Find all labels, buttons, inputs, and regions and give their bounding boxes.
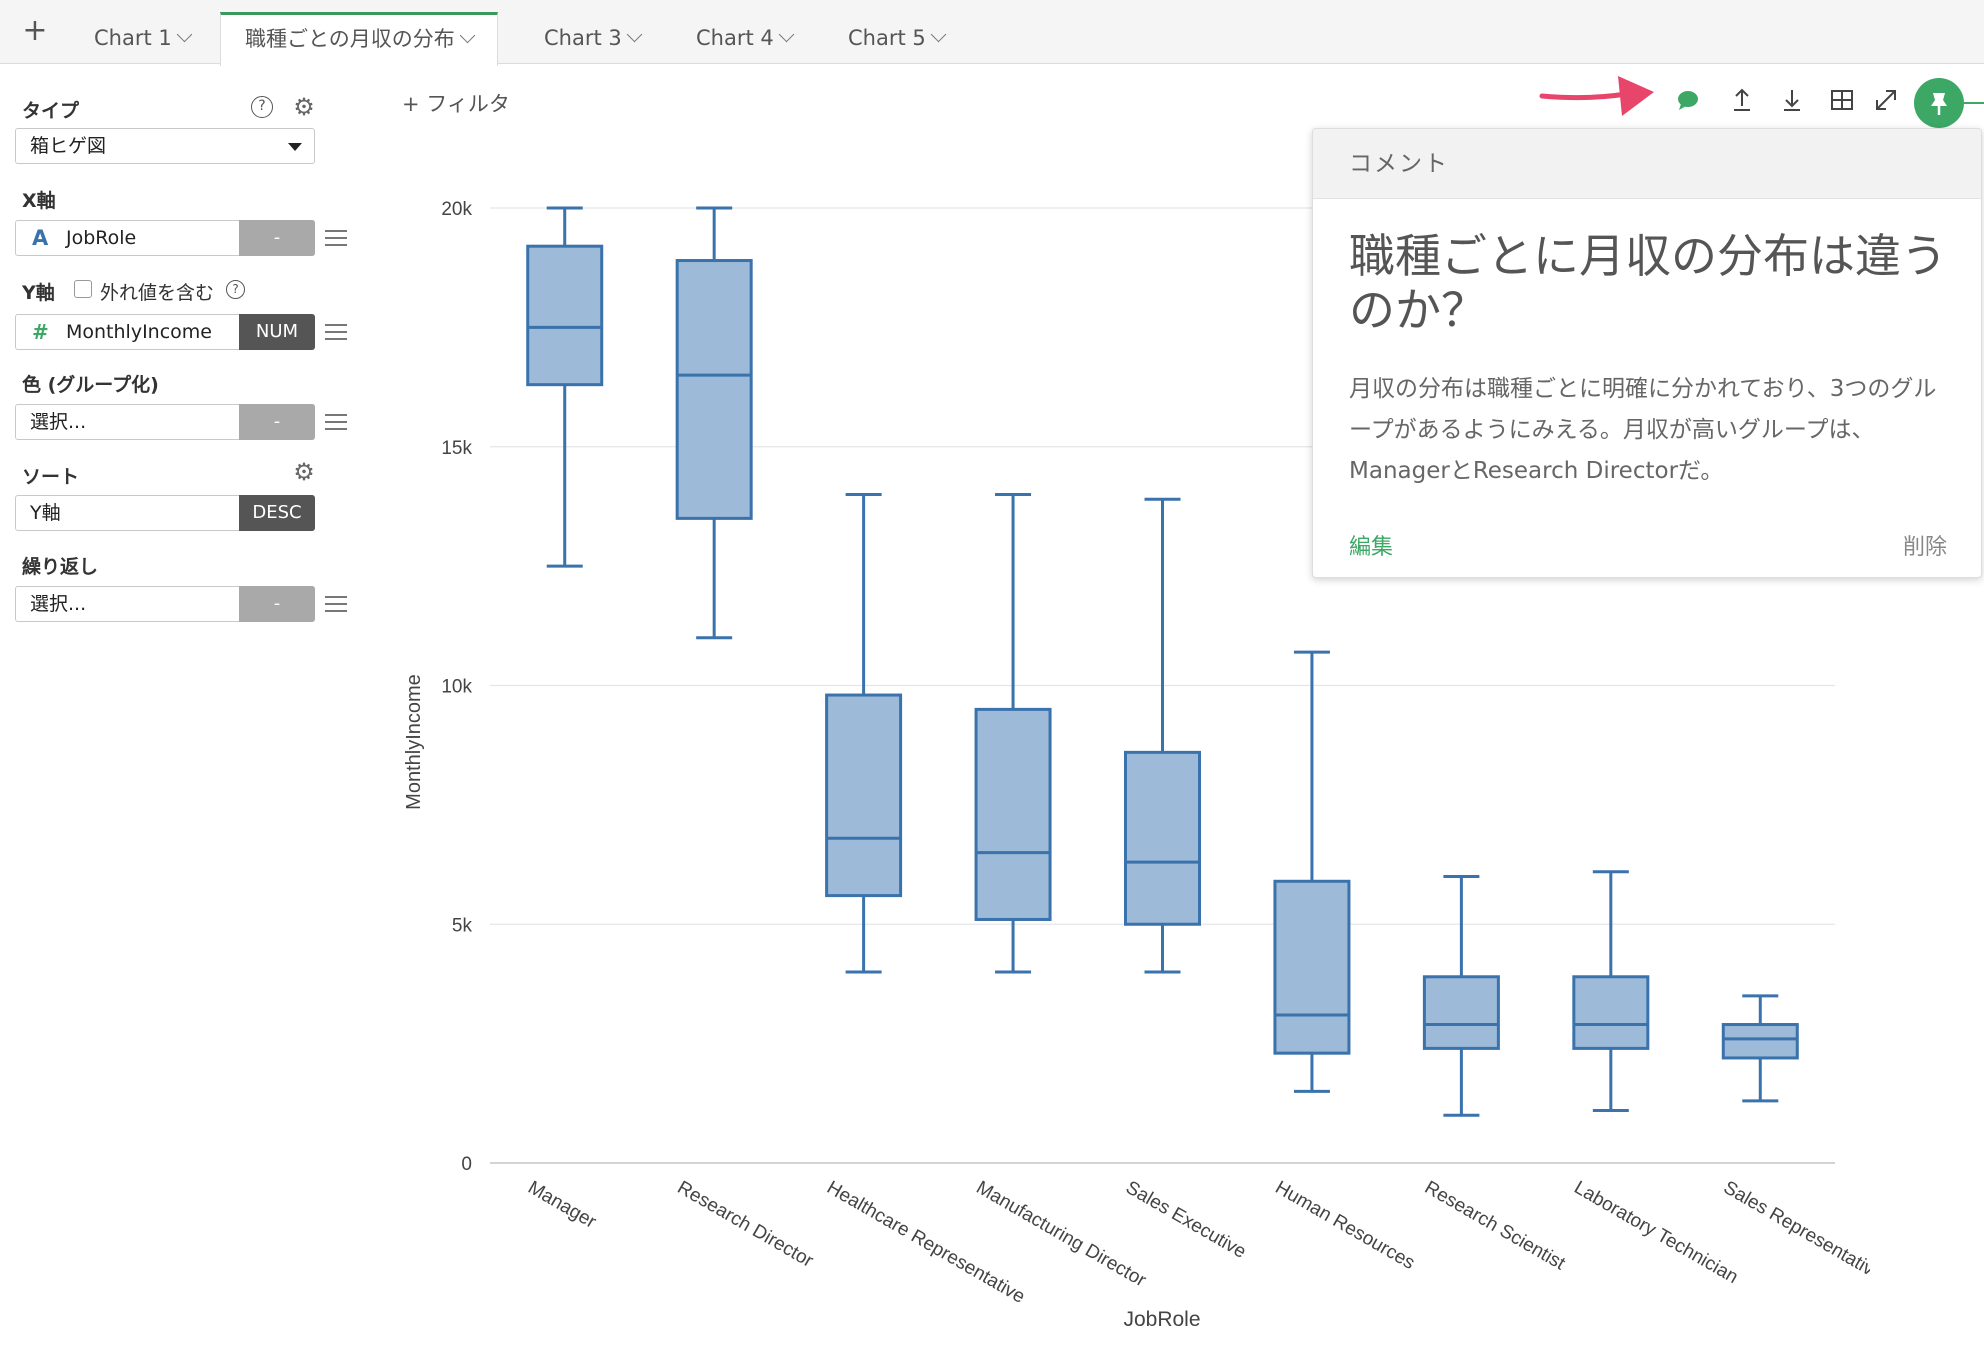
chevron-down-icon: [930, 26, 947, 43]
y-axis-title: MonthlyIncome: [403, 674, 425, 810]
y-tick-label: 10k: [441, 677, 472, 698]
tab-chart-3[interactable]: Chart 3: [520, 12, 664, 64]
expand-icon[interactable]: [1872, 86, 1900, 114]
menu-icon[interactable]: [325, 230, 347, 248]
tab-bar: + Chart 1 職種ごとの月収の分布 Chart 3 Chart 4 Cha…: [0, 0, 1984, 66]
box-iqr: [675, 259, 753, 520]
sort-value: Y軸: [30, 502, 61, 524]
pin-connector-line: [1964, 102, 1984, 104]
box-iqr: [1124, 750, 1201, 926]
edit-comment-link[interactable]: 編集: [1349, 535, 1394, 560]
menu-icon[interactable]: [325, 324, 347, 342]
color-value: 選択...: [30, 411, 87, 433]
download-icon[interactable]: [1778, 86, 1806, 114]
add-tab-button[interactable]: +: [22, 13, 48, 48]
tab-chart-1[interactable]: Chart 1: [70, 12, 214, 64]
tab-chart-2[interactable]: 職種ごとの月収の分布: [220, 12, 498, 66]
box-iqr: [1721, 1023, 1799, 1060]
number-type-icon: #: [32, 320, 49, 344]
yaxis-value: MonthlyIncome: [66, 321, 212, 343]
gear-icon[interactable]: ⚙: [293, 93, 315, 121]
xaxis-value: JobRole: [66, 227, 137, 249]
box-iqr: [974, 707, 1052, 921]
box-iqr: [1422, 975, 1500, 1050]
chart-type-select[interactable]: 箱ヒゲ図: [15, 128, 315, 164]
y-tick-label: 20k: [441, 199, 472, 220]
add-filter-button[interactable]: + フィルタ: [402, 92, 510, 116]
repeat-label: 繰り返し: [22, 556, 99, 578]
x-tick-label: Laboratory Technician: [1570, 1177, 1741, 1288]
gear-icon[interactable]: ⚙: [293, 458, 315, 486]
repeat-type-tag[interactable]: -: [239, 586, 315, 622]
x-tick-label: Human Resources: [1271, 1177, 1418, 1274]
color-label: 色 (グループ化): [22, 374, 159, 396]
xaxis-label: X軸: [22, 190, 56, 212]
box-iqr: [1273, 879, 1351, 1055]
chevron-down-icon: [778, 26, 795, 43]
repeat-value: 選択...: [30, 593, 87, 615]
x-tick-label: Sales Representative: [1720, 1177, 1870, 1285]
y-tick-label: 15k: [441, 438, 472, 459]
comment-icon[interactable]: [1674, 86, 1702, 114]
yaxis-label: Y軸: [22, 282, 55, 304]
x-axis-title: JobRole: [1123, 1308, 1200, 1331]
help-icon[interactable]: ?: [251, 96, 273, 118]
tab-chart-4[interactable]: Chart 4: [672, 12, 816, 64]
table-icon[interactable]: [1828, 86, 1856, 114]
sort-order-tag[interactable]: DESC: [239, 495, 315, 531]
comment-popup: コメント 職種ごとに月収の分布は違うのか？ 月収の分布は職種ごとに明確に分かれて…: [1312, 128, 1982, 578]
xaxis-type-tag[interactable]: -: [239, 220, 315, 256]
tab-label: Chart 1: [94, 26, 172, 50]
box-iqr: [526, 244, 604, 387]
color-field[interactable]: 選択... -: [15, 404, 315, 440]
y-tick-label: 5k: [452, 915, 473, 936]
type-label: タイプ: [22, 100, 80, 122]
yaxis-type-tag[interactable]: NUM: [239, 314, 315, 350]
color-type-tag[interactable]: -: [239, 404, 315, 440]
repeat-field[interactable]: 選択... -: [15, 586, 315, 622]
comment-body: 月収の分布は職種ごとに明確に分かれており、3つのグループがあるようにみえる。月収…: [1349, 376, 1937, 484]
annotation-arrow-icon: [1539, 76, 1654, 116]
chevron-down-icon: [626, 26, 643, 43]
sort-label: ソート: [22, 466, 80, 488]
menu-icon[interactable]: [325, 414, 347, 432]
sort-field[interactable]: Y軸 DESC: [15, 495, 315, 531]
chevron-down-icon: [176, 26, 193, 43]
include-outliers-label: 外れ値を含む: [100, 282, 215, 304]
y-tick-label: 0: [461, 1154, 472, 1175]
comment-title: 職種ごとに月収の分布は違うのか？: [1349, 229, 1947, 337]
upload-icon[interactable]: [1728, 86, 1756, 114]
x-tick-label: Manager: [524, 1177, 600, 1233]
tab-chart-5[interactable]: Chart 5: [824, 12, 968, 64]
help-icon[interactable]: ?: [226, 280, 245, 299]
tab-label: 職種ごとの月収の分布: [245, 27, 455, 51]
pin-button[interactable]: [1914, 78, 1964, 128]
chart-type-value: 箱ヒゲ図: [30, 135, 107, 157]
chevron-down-icon: [459, 27, 476, 44]
x-tick-label: Sales Executive: [1122, 1177, 1250, 1263]
text-type-icon: A: [32, 226, 49, 250]
config-panel: タイプ ? ⚙ 箱ヒゲ図 X軸 A JobRole - Y軸 外れ値を含む ? …: [0, 64, 360, 1364]
box-iqr: [1572, 975, 1650, 1050]
include-outliers-checkbox[interactable]: [74, 280, 92, 298]
menu-icon[interactable]: [325, 596, 347, 614]
delete-comment-link[interactable]: 削除: [1902, 535, 1947, 560]
tab-label: Chart 3: [544, 26, 622, 50]
tab-label: Chart 5: [848, 26, 926, 50]
box-iqr: [825, 693, 903, 898]
caret-down-icon: [288, 143, 302, 151]
tab-label: Chart 4: [696, 26, 774, 50]
x-tick-label: Research Director: [674, 1177, 818, 1272]
x-tick-label: Research Scientist: [1421, 1177, 1569, 1275]
comment-header: コメント: [1313, 129, 1981, 199]
yaxis-field[interactable]: # MonthlyIncome NUM: [15, 314, 315, 350]
pin-icon: [1931, 93, 1947, 115]
xaxis-field[interactable]: A JobRole -: [15, 220, 315, 256]
